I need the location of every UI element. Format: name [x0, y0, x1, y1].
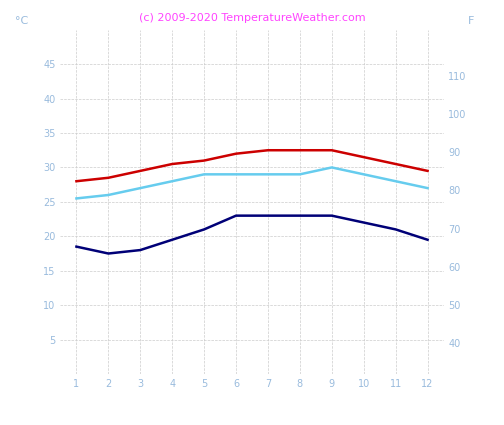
- Text: F: F: [468, 16, 474, 26]
- Text: °C: °C: [15, 16, 28, 26]
- Text: (c) 2009-2020 TemperatureWeather.com: (c) 2009-2020 TemperatureWeather.com: [139, 13, 365, 23]
